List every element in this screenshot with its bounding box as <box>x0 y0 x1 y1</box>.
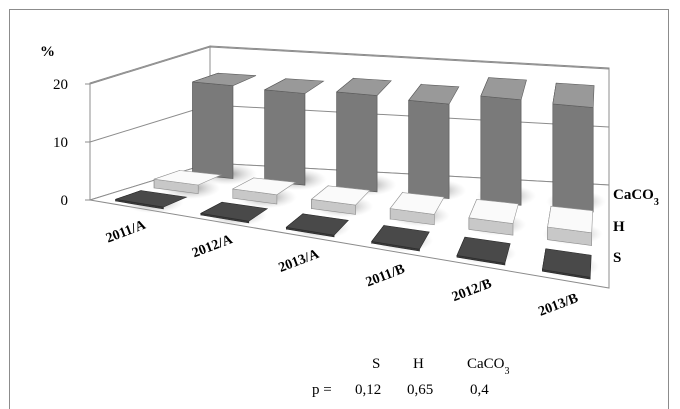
bar-top-face <box>154 170 223 186</box>
gridline-20 <box>89 46 610 85</box>
p-header-s: S <box>372 356 380 372</box>
category-label-2011-a: 2011/A <box>104 217 149 246</box>
chart-frame <box>9 9 669 409</box>
bar-caco3-2013-b <box>546 82 607 213</box>
y-tick-label-0: 0 <box>61 193 69 209</box>
bar-top-face <box>115 190 188 208</box>
y-axis-unit-label: % <box>40 44 55 60</box>
bar-h-2013-b <box>542 205 603 246</box>
bar-top-face <box>542 248 592 278</box>
category-label-2013-a: 2013/A <box>277 247 322 276</box>
depth-label-caco3: CaCO3 <box>613 187 659 208</box>
p-value-2: 0,4 <box>470 382 489 398</box>
bar-h-2012-b <box>466 199 527 236</box>
bar-h-2013-a <box>310 185 374 218</box>
bar-top-face <box>310 185 371 206</box>
bar-s-2013-b <box>539 248 600 280</box>
depth-label-h: H <box>613 219 625 235</box>
bar-s-2013-a <box>285 213 350 239</box>
bar-h-2011-a <box>153 170 223 200</box>
bar-top-face <box>231 177 297 196</box>
category-label-2011-b: 2011/B <box>364 262 407 291</box>
bar-top-face <box>335 77 392 96</box>
bar-front-face <box>264 89 306 186</box>
p-value-0: 0,12 <box>355 382 381 398</box>
bar-top-face <box>547 205 594 234</box>
bar-caco3-2012-b <box>476 77 537 207</box>
bar-s-2011-b <box>371 224 434 252</box>
bar-h-2011-b <box>389 191 450 227</box>
bar-s-2011-a <box>115 190 188 214</box>
p-value-1: 0,65 <box>407 382 433 398</box>
chart-bars <box>115 72 607 280</box>
bar-top-face <box>468 199 519 224</box>
bar-top-face <box>263 78 325 94</box>
bar-top-face <box>285 213 349 236</box>
bar-front-face <box>192 81 234 179</box>
bar-h-2012-a <box>231 177 297 209</box>
p-value-annotation: S H CaCO3 p = 0,12 0,65 0,4 <box>312 356 510 398</box>
category-label-2012-a: 2012/A <box>190 232 235 261</box>
y-tick-label-10: 10 <box>53 135 68 151</box>
p-header-h: H <box>413 356 424 372</box>
bar-top-face <box>456 236 511 264</box>
bar-s-2012-b <box>456 236 517 266</box>
bar-caco3-2011-a <box>192 72 257 185</box>
bar-front-face <box>552 103 594 213</box>
category-label-2013-b: 2013/B <box>537 291 581 320</box>
category-label-2012-b: 2012/B <box>450 276 494 305</box>
bar-top-face <box>192 72 257 87</box>
depth-label-s: S <box>613 250 621 266</box>
bar-top-face <box>371 225 430 250</box>
p-header-caco3: CaCO3 <box>467 356 510 377</box>
bar-top-face <box>480 77 527 101</box>
y-tick-label-20: 20 <box>53 77 68 93</box>
bar-caco3-2012-a <box>263 78 327 191</box>
bar-front-face <box>336 91 378 193</box>
bar-caco3-2011-b <box>406 83 467 202</box>
bar-top-face <box>389 192 445 215</box>
bar-top-face <box>199 201 269 222</box>
bar-s-2012-a <box>199 201 269 227</box>
p-label: p = <box>312 382 332 398</box>
bar-top-face <box>408 84 460 105</box>
bar-front-face <box>480 95 522 206</box>
bar-front-face <box>408 99 450 199</box>
bar-top-face <box>552 82 595 108</box>
